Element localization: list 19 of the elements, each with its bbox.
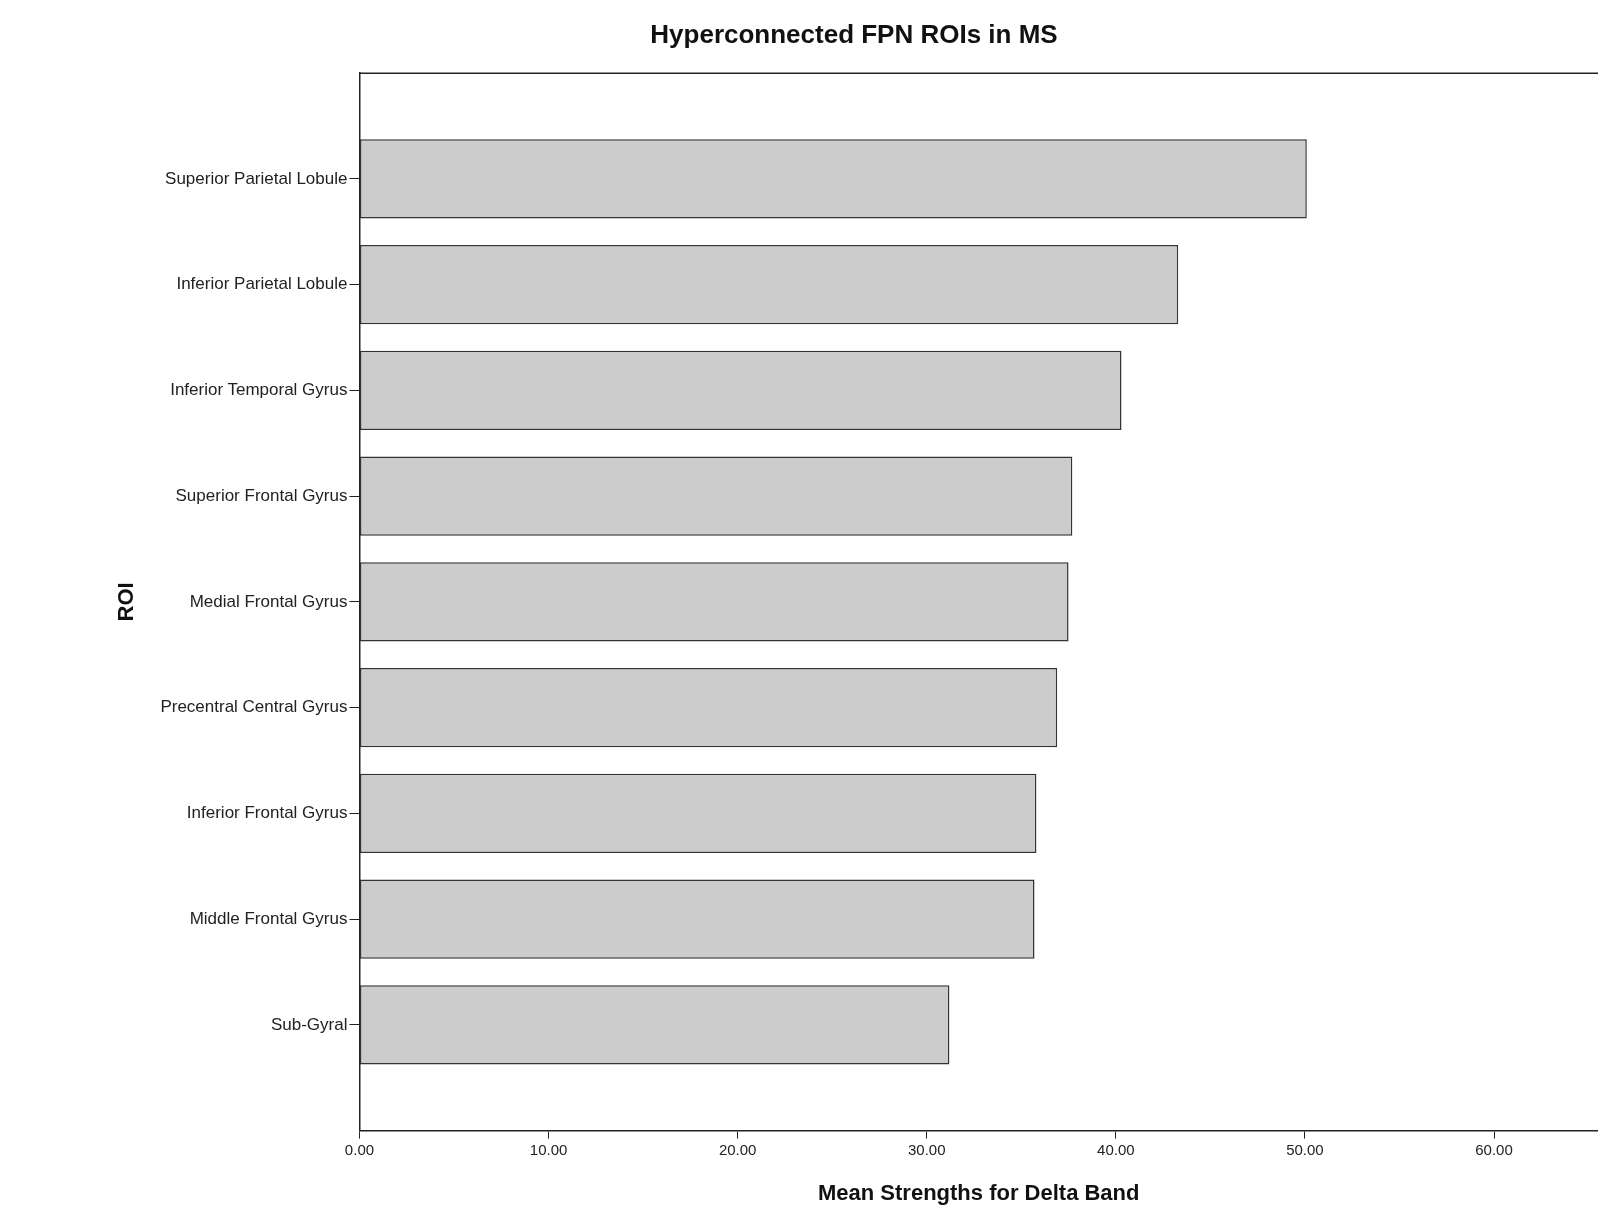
y-tick-label: Sub-Gyral [270, 1014, 348, 1034]
y-tick-label: Medial Frontal Gyrus [189, 591, 348, 611]
y-tick-label: Inferior Temporal Gyrus [170, 380, 348, 400]
x-tick-label: 0.00 [344, 1140, 375, 1158]
x-tick-label: 20.00 [718, 1140, 757, 1158]
x-tick-label: 30.00 [907, 1140, 946, 1158]
x-tick-label: 60.00 [1475, 1140, 1513, 1158]
x-tick-label: 50.00 [1286, 1140, 1324, 1158]
y-tick-label: Superior Parietal Lobule [165, 168, 348, 188]
x-axis-title: Mean Strengths for Delta Band [817, 1179, 1140, 1205]
x-tick-label: 40.00 [1097, 1140, 1135, 1158]
chart-title: Hyperconnected FPN ROIs in MS [650, 18, 1058, 49]
y-tick-label: Inferior Parietal Lobule [176, 274, 348, 294]
y-tick-label: Inferior Frontal Gyrus [186, 803, 348, 823]
y-tick-label: Middle Frontal Gyrus [189, 908, 348, 928]
x-tick-label: 10.00 [529, 1140, 568, 1158]
y-tick-label: Superior Frontal Gyrus [175, 485, 348, 505]
y-axis-title: ROI [113, 582, 139, 622]
y-tick-label: Precentral Central Gyrus [160, 697, 348, 717]
